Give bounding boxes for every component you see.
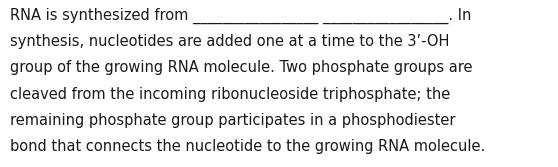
Text: bond that connects the nucleotide to the growing RNA molecule.: bond that connects the nucleotide to the… (10, 139, 485, 154)
Text: group of the growing RNA molecule. Two phosphate groups are: group of the growing RNA molecule. Two p… (10, 60, 473, 75)
Text: remaining phosphate group participates in a phosphodiester: remaining phosphate group participates i… (10, 113, 455, 128)
Text: cleaved from the incoming ribonucleoside triphosphate; the: cleaved from the incoming ribonucleoside… (10, 87, 450, 102)
Text: synthesis, nucleotides are added one at a time to the 3’-OH: synthesis, nucleotides are added one at … (10, 34, 449, 49)
Text: RNA is synthesized from _________________ _________________. In: RNA is synthesized from ________________… (10, 8, 472, 24)
